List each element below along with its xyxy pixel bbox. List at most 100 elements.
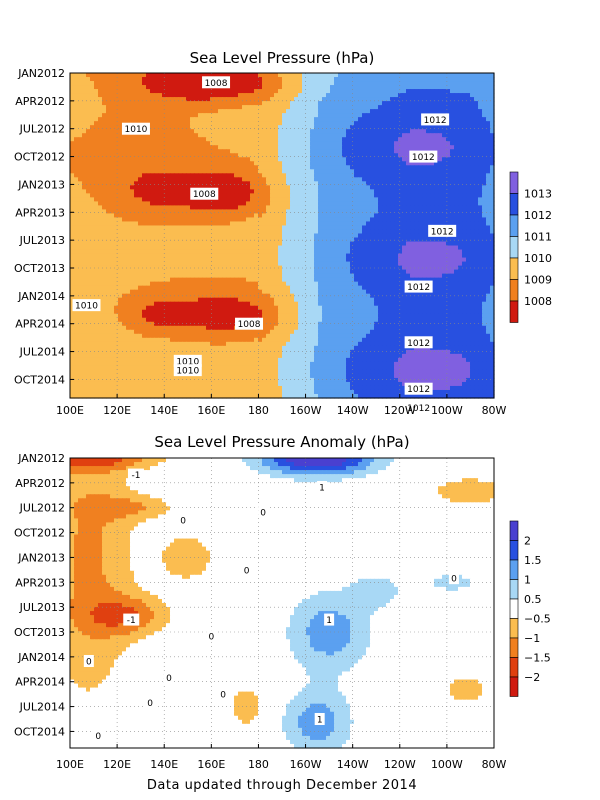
field-cell [270,253,275,259]
field-cell [486,141,491,146]
field-cell [366,101,371,106]
field-cell [246,101,251,106]
field-cell [114,85,119,90]
field-cell [234,181,239,186]
field-cell [474,165,479,170]
field-cell [358,193,363,198]
field-cell [430,89,435,94]
field-cell [334,97,339,102]
field-cell [290,201,295,207]
field-cell [470,181,475,186]
field-cell [186,241,191,247]
field-cell [470,137,475,142]
field-cell [314,229,319,235]
field-cell [338,189,343,194]
field-cell [82,209,87,215]
field-cell [266,173,271,178]
field-cell [270,189,275,194]
field-cell [114,109,119,114]
field-cell [470,85,475,90]
field-cell [474,93,479,98]
field-cell [434,237,439,243]
field-cell [322,221,327,227]
field-cell [370,173,375,178]
field-cell [282,221,287,227]
field-cell [382,197,387,202]
field-cell [246,153,251,158]
field-cell [86,205,91,211]
field-cell [250,117,255,122]
field-cell [122,205,127,211]
field-cell [338,185,343,190]
field-cell [98,225,103,231]
field-cell [230,89,235,94]
field-cell [230,193,235,198]
field-cell [298,121,303,126]
field-cell [458,181,463,186]
field-cell [186,209,191,215]
field-cell [362,149,367,154]
field-cell [150,193,155,198]
field-cell [374,157,379,162]
field-cell [74,133,79,138]
field-cell [338,197,343,202]
field-cell [374,85,379,90]
field-cell [174,225,179,231]
field-cell [126,253,131,259]
field-cell [402,129,407,134]
field-cell [230,157,235,162]
field-cell [390,217,395,223]
field-cell [258,109,263,114]
field-cell [486,229,491,235]
field-cell [174,73,179,78]
field-cell [422,181,427,186]
field-cell [182,101,187,106]
field-cell [346,185,351,190]
field-cell [326,181,331,186]
field-cell [342,129,347,134]
field-cell [102,165,107,170]
field-cell [146,81,151,86]
field-cell [338,153,343,158]
field-cell [466,205,471,211]
field-cell [402,245,407,251]
field-cell [158,141,163,146]
field-cell [334,109,339,114]
field-cell [426,185,431,190]
field-cell [310,177,315,182]
field-cell [110,149,115,154]
field-cell [130,149,135,154]
field-cell [262,109,267,114]
field-cell [118,141,123,146]
field-cell [206,129,211,134]
field-cell [438,89,443,94]
field-cell [270,145,275,150]
field-cell [310,125,315,130]
field-cell [178,165,183,170]
field-cell [162,85,167,90]
field-cell [210,225,215,231]
field-cell [162,129,167,134]
field-cell [458,93,463,98]
field-cell [210,169,215,174]
field-cell [450,105,455,110]
field-cell [282,73,287,78]
field-cell [254,165,259,170]
field-cell [258,93,263,98]
field-cell [266,161,271,166]
field-cell [462,89,467,94]
field-cell [354,233,359,239]
field-cell [238,181,243,186]
field-cell [142,241,147,247]
field-cell [130,117,135,122]
field-cell [182,249,187,255]
field-cell [222,133,227,138]
field-cell [102,117,107,122]
field-cell [186,129,191,134]
field-cell [342,185,347,190]
field-cell [234,77,239,82]
field-cell [262,93,267,98]
field-cell [478,201,483,207]
field-cell [266,209,271,215]
field-cell [242,233,247,239]
